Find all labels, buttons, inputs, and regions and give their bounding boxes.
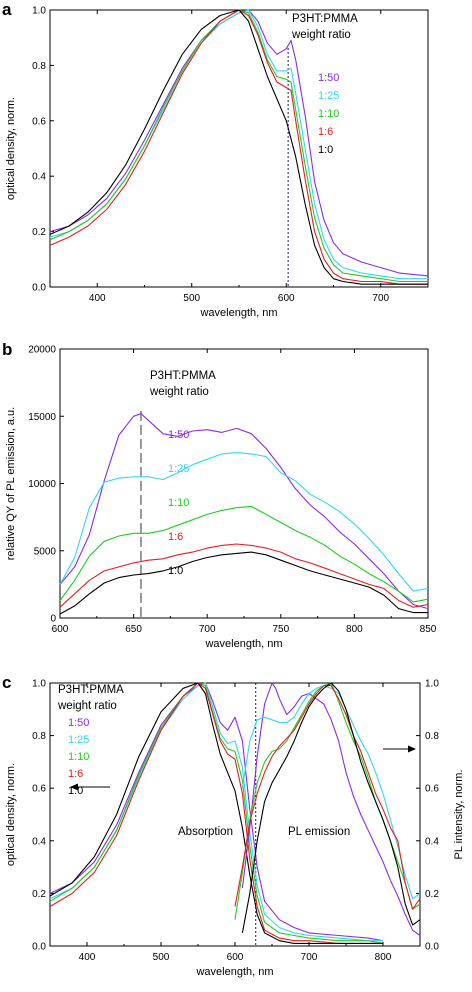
- series-line-c-emission-1-50: [241, 682, 421, 936]
- panel-letter-b: b: [2, 340, 12, 359]
- x-tick-label-c: 600: [227, 952, 244, 963]
- x-axis-title-c: wavelength, nm: [195, 966, 273, 978]
- legend-entry-c: 1:25: [68, 734, 89, 746]
- y-tick-label-a: 0.2: [32, 227, 46, 238]
- legend-title-a: P3HT:PMMA: [292, 13, 358, 25]
- x-tick-label-a: 500: [183, 293, 200, 304]
- x-tick-label-b: 850: [420, 624, 437, 635]
- series-line-a-1-6: [49, 9, 428, 285]
- x-tick-label-b: 700: [199, 624, 216, 635]
- y-tick-label-b: 15000: [28, 412, 56, 423]
- y-tick-label-c: 0.2: [32, 889, 46, 900]
- legend-title-b: weight ratio: [149, 386, 209, 398]
- x-axis-title-b: wavelength, nm: [204, 638, 282, 650]
- legend-entry-c: 1:50: [68, 717, 89, 729]
- series-line-c-absorption-1-50: [49, 682, 384, 942]
- x-tick-label-b: 750: [272, 624, 289, 635]
- series-line-b-1-6: [59, 543, 429, 608]
- y-tick-label-c: 0.8: [32, 731, 46, 742]
- series-line-c-emission-1-25: [241, 685, 421, 900]
- legend-entry-c: 1:6: [68, 768, 83, 780]
- series-line-b-1-50: [59, 413, 429, 610]
- series-line-b-1-0: [59, 551, 428, 615]
- legend-title-c: P3HT:PMMA: [58, 684, 124, 696]
- series-line-a-1-25: [49, 9, 428, 280]
- y-tick-label-a: 0.8: [32, 61, 46, 72]
- x-tick-label-c: 400: [79, 952, 96, 963]
- panel-letter-a: a: [2, 0, 12, 19]
- y-tick-label-a: 0.4: [32, 172, 46, 183]
- legend-entry-a: 1:0: [318, 144, 333, 156]
- plot-frame-a: [49, 9, 429, 288]
- legend-entry-b: 1:6: [168, 531, 183, 543]
- y-tick-label-c: 0.4: [32, 836, 46, 847]
- series-line-c-absorption-1-6: [49, 682, 383, 944]
- x-axis-title-a: wavelength, nm: [199, 307, 277, 319]
- series-line-a-1-50: [49, 9, 429, 277]
- y-tick-label-c: 0.6: [32, 784, 46, 795]
- y-tick-label-c: 0.0: [32, 942, 46, 953]
- series-line-c-absorption-1-25: [49, 682, 383, 942]
- legend-entry-a: 1:6: [318, 126, 333, 138]
- y-right-tick-label-c: 0.4: [425, 836, 439, 847]
- legend-entry-a: 1:10: [318, 108, 339, 120]
- legend-entry-b: 1:50: [168, 429, 189, 441]
- y-tick-label-c: 1.0: [32, 679, 46, 690]
- x-tick-label-c: 800: [375, 952, 392, 963]
- y-tick-label-b: 0: [50, 614, 56, 625]
- legend-entry-c: 1:0: [68, 785, 83, 797]
- plot-frame-b: [59, 348, 429, 619]
- series-line-c-absorption-1-0: [49, 682, 383, 944]
- plot-frame-c: [49, 682, 421, 947]
- legend-title-a: weight ratio: [291, 29, 351, 41]
- series-line-a-1-0: [49, 9, 428, 285]
- legend-entry-a: 1:50: [318, 72, 339, 84]
- legend-entry-b: 1:25: [168, 463, 189, 475]
- legend-entry-a: 1:25: [318, 90, 339, 102]
- legend-entry-b: 1:10: [168, 497, 189, 509]
- y-right-tick-label-c: 0.0: [425, 942, 439, 953]
- arrow-right-head: [408, 745, 416, 753]
- x-tick-label-c: 500: [153, 952, 170, 963]
- series-line-a-1-10: [49, 9, 428, 283]
- x-tick-label-b: 600: [52, 624, 69, 635]
- x-tick-label-c: 700: [301, 952, 318, 963]
- x-tick-label-b: 650: [125, 624, 142, 635]
- y-tick-label-a: 1.0: [32, 6, 46, 17]
- x-tick-label-a: 700: [372, 293, 389, 304]
- legend-entry-c: 1:10: [68, 751, 89, 763]
- panel-letter-c: c: [2, 673, 11, 692]
- series-line-c-emission-1-0: [241, 682, 421, 934]
- x-tick-label-a: 600: [278, 293, 295, 304]
- series-line-b-1-25: [59, 452, 429, 592]
- y-right-tick-label-c: 0.8: [425, 731, 439, 742]
- y-right-tick-label-c: 0.6: [425, 784, 439, 795]
- y-right-tick-label-c: 0.2: [425, 889, 439, 900]
- y-tick-label-b: 5000: [34, 546, 57, 557]
- annotation-pl-emission: PL emission: [288, 826, 350, 838]
- y-right-tick-label-c: 1.0: [425, 679, 439, 690]
- annotation-absorption: Absorption: [178, 826, 233, 838]
- y-axis-title-b: relative QY of PL emission, a.u.: [5, 407, 17, 560]
- legend-title-b: P3HT:PMMA: [150, 370, 216, 382]
- legend-entry-b: 1:0: [168, 565, 183, 577]
- x-tick-label-b: 800: [346, 624, 363, 635]
- series-line-c-absorption-1-10: [49, 682, 384, 944]
- y-tick-label-b: 20000: [28, 345, 56, 356]
- y-axis-title-c: optical density, norm.: [5, 763, 17, 866]
- arrow-left-head: [70, 783, 78, 791]
- series-line-b-1-10: [59, 505, 429, 603]
- y-tick-label-a: 0.6: [32, 116, 46, 127]
- y-tick-label-b: 10000: [28, 479, 56, 490]
- x-tick-label-a: 400: [89, 293, 106, 304]
- y-axis-title-right-c: PL intensity, norm.: [453, 770, 465, 860]
- legend-title-c: weight ratio: [57, 700, 117, 712]
- y-tick-label-a: 0.0: [32, 283, 46, 294]
- y-axis-title-a: optical density, norm.: [5, 97, 17, 200]
